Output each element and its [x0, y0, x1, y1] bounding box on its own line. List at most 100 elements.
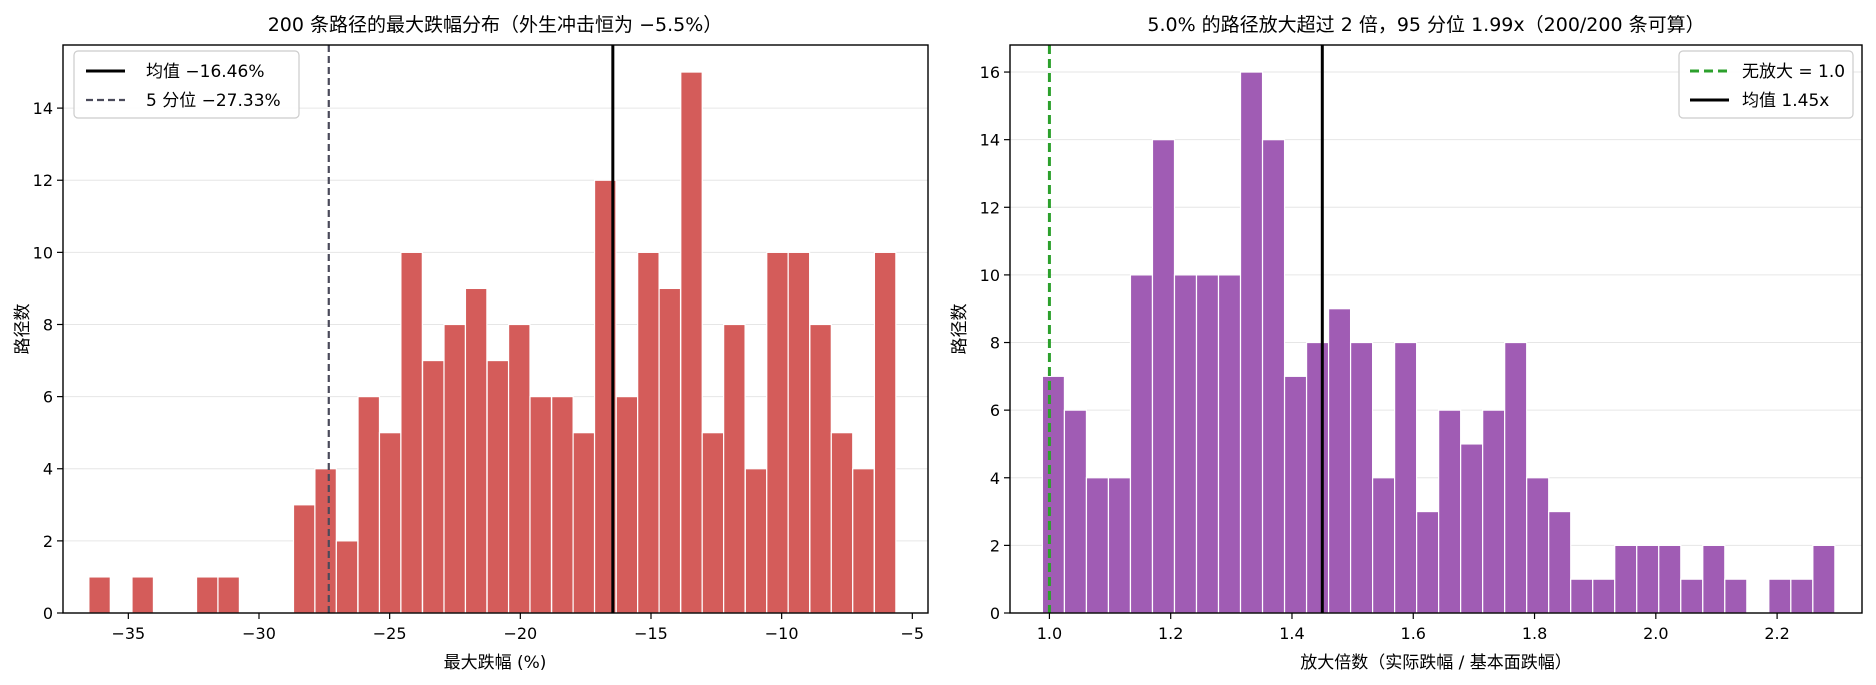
right-bar: [1658, 544, 1682, 614]
left-bar: [464, 287, 488, 614]
left-bar: [615, 396, 639, 614]
right-y-tick-label: 2: [990, 536, 1000, 555]
left-bar: [378, 432, 402, 614]
right-legend: 无放大 = 1.0 均值 1.45x: [1678, 50, 1854, 119]
left-chart-title: 200 条路径的最大跌幅分布（外生冲击恒为 −5.5%）: [268, 14, 723, 36]
left-bar: [443, 323, 467, 614]
right-reference-lines: [1047, 45, 1324, 613]
left-bar: [701, 432, 725, 614]
left-y-tick-label: 10: [33, 243, 53, 262]
right-bar: [1063, 409, 1088, 614]
right-bar: [1504, 341, 1528, 614]
right-bar: [1327, 308, 1352, 614]
right-y-tick-label: 4: [990, 469, 1000, 488]
left-y-tick-label: 8: [43, 315, 53, 334]
left-bar: [637, 251, 660, 614]
left-y-tick-label: 2: [43, 532, 53, 551]
left-chart-panel: 200 条路径的最大跌幅分布（外生冲击恒为 −5.5%） −35 −30 −25 −2…: [13, 14, 929, 673]
right-bar: [1394, 341, 1418, 614]
right-legend-nominal-label: 无放大 = 1.0: [1742, 62, 1845, 82]
left-bar: [507, 323, 531, 614]
left-x-tick-label: −25: [373, 624, 407, 643]
right-bar: [1614, 544, 1638, 614]
right-bar: [1041, 375, 1066, 614]
left-y-tick-label: 0: [43, 604, 53, 623]
left-bar: [787, 251, 811, 614]
right-y-axis-ticks: 0 2 4 6 8 10 12 14 16: [980, 63, 1010, 623]
left-x-tick-label: −5: [901, 624, 925, 643]
right-bar: [1217, 274, 1242, 614]
left-bar: [335, 540, 359, 614]
right-bar: [1151, 139, 1176, 614]
left-x-tick-label: −30: [242, 624, 276, 643]
left-bar: [873, 251, 897, 614]
right-bar: [1768, 578, 1792, 614]
right-plot-frame: [1009, 44, 1863, 614]
right-legend-mean-label: 均值 1.45x: [1742, 91, 1829, 111]
right-y-tick-label: 10: [980, 266, 1000, 285]
right-bar: [1305, 341, 1330, 614]
right-bar: [1548, 510, 1572, 614]
left-y-tick-label: 6: [43, 388, 53, 407]
right-x-tick-label: 1.8: [1522, 624, 1547, 643]
left-x-tick-label: −15: [634, 624, 668, 643]
left-legend-mean-label: 均值 −16.46%: [146, 62, 264, 82]
left-bar: [314, 468, 337, 614]
right-y-tick-label: 8: [990, 334, 1000, 353]
right-y-tick-label: 12: [980, 198, 1000, 217]
right-x-tick-label: 2.2: [1764, 624, 1789, 643]
left-y-tick-label: 12: [33, 171, 53, 190]
left-bar: [88, 576, 111, 614]
left-bar: [195, 576, 219, 614]
right-bar: [1482, 409, 1506, 614]
right-bar: [1636, 544, 1660, 614]
right-chart-title: 5.0% 的路径放大超过 2 倍，95 分位 1.99x（200/200 条可算…: [1147, 14, 1704, 36]
left-y-axis-label: 路径数: [13, 304, 33, 355]
right-y-tick-label: 0: [990, 604, 1000, 623]
left-bar: [766, 251, 789, 614]
right-bar: [1592, 578, 1616, 614]
left-bar: [421, 359, 445, 614]
right-bar: [1349, 341, 1374, 614]
right-y-axis-label: 路径数: [950, 304, 970, 355]
right-chart-panel: 5.0% 的路径放大超过 2 倍，95 分位 1.99x（200/200 条可算…: [950, 14, 1863, 673]
right-x-tick-label: 1.4: [1279, 624, 1304, 643]
left-y-tick-label: 14: [33, 99, 53, 118]
right-bar: [1460, 443, 1484, 614]
left-bar: [400, 251, 423, 614]
left-bar: [830, 432, 854, 614]
left-bar: [852, 468, 875, 614]
left-bar: [529, 396, 553, 614]
left-bar: [809, 323, 832, 614]
right-bar: [1107, 477, 1132, 614]
left-reference-lines: [327, 45, 615, 613]
right-x-axis-label: 放大倍数（实际跌幅 / 基本面跌幅）: [1300, 653, 1572, 673]
right-y-tick-label: 16: [980, 63, 1000, 82]
left-y-tick-label: 4: [43, 460, 53, 479]
right-y-tick-label: 14: [980, 131, 1000, 150]
right-bar: [1261, 139, 1286, 614]
right-x-tick-label: 1.6: [1401, 624, 1426, 643]
right-bar: [1129, 274, 1154, 614]
left-legend-p5-label: 5 分位 −27.33%: [146, 91, 281, 111]
left-bar: [131, 576, 155, 614]
left-x-tick-label: −10: [765, 624, 799, 643]
left-bar: [680, 71, 703, 614]
left-x-tick-label: −35: [111, 624, 145, 643]
left-bar: [723, 323, 746, 614]
right-bar: [1372, 477, 1396, 614]
right-bar: [1680, 578, 1704, 614]
right-bar: [1812, 544, 1836, 614]
right-y-tick-label: 6: [990, 401, 1000, 420]
right-bar: [1570, 578, 1594, 614]
left-legend-box: [73, 50, 300, 119]
right-bar: [1702, 544, 1726, 614]
left-bar: [744, 468, 768, 614]
left-y-axis-ticks: 0 2 4 6 8 10 12 14: [33, 99, 63, 623]
right-bar: [1173, 274, 1198, 614]
right-bar: [1283, 375, 1308, 614]
left-bar: [551, 396, 574, 614]
left-x-axis-label: 最大跌幅 (%): [444, 653, 547, 673]
right-bars: [1041, 71, 1836, 614]
